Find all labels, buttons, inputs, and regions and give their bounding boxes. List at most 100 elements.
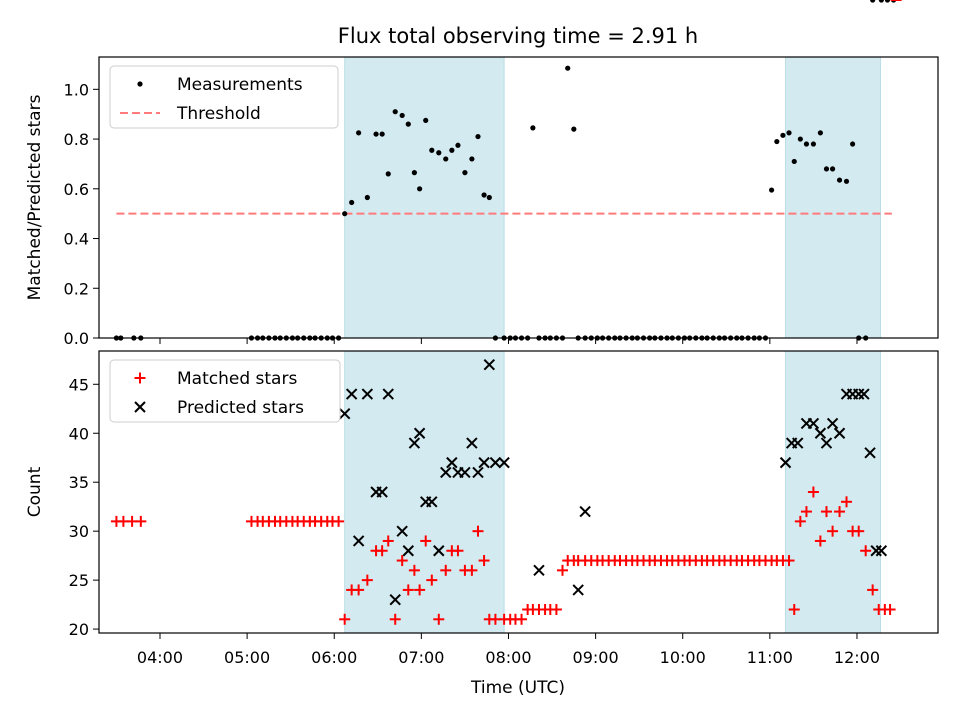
matched-star-point (396, 555, 408, 567)
measurement-point (411, 170, 417, 176)
y-tick-label: 0.6 (64, 180, 89, 199)
predicted-star-point (376, 486, 388, 498)
predicted-star-point (833, 427, 846, 439)
axes-frame (98, 350, 939, 634)
y-tick-label: 30 (69, 522, 89, 541)
y-tick-label: 20 (69, 620, 89, 639)
x-tick-label: 07:00 (398, 648, 444, 667)
x-tick-label: 05:00 (224, 648, 270, 667)
measurement-point (878, 0, 884, 3)
matched-star-point (353, 584, 365, 596)
predicted-star-point (352, 535, 365, 547)
measurement-point (475, 133, 481, 140)
matched-star-point (376, 545, 388, 557)
predicted-star-point (572, 584, 584, 596)
measurement-point (443, 156, 449, 162)
measurement-point (565, 65, 571, 71)
predicted-star-point (875, 545, 888, 557)
measurement-point (870, 0, 876, 3)
measurement-point (481, 192, 487, 198)
legend-label: Matched stars (177, 369, 297, 389)
y-axis-label: Matched/Predicted stars (25, 94, 45, 300)
predicted-star-point (864, 447, 876, 459)
measurement-point (405, 121, 411, 127)
y-tick-label: 0.2 (64, 279, 89, 298)
predicted-star-point (826, 417, 839, 430)
legend-label: Threshold (176, 104, 261, 124)
chart-title: Flux total observing time = 2.91 h (338, 24, 698, 48)
measurement-point (349, 199, 355, 206)
y-tick-label: 0.0 (64, 329, 89, 348)
measurement-point (884, 0, 891, 3)
y-tick-label: 25 (69, 571, 89, 590)
matched-star-point (794, 515, 806, 527)
predicted-star-point (478, 456, 490, 469)
observing-window-shade (785, 351, 881, 633)
measurement-point (399, 112, 405, 119)
measurement-point (385, 171, 391, 177)
measurement-point (429, 147, 435, 153)
matched-star-point (414, 584, 426, 596)
x-tick-label: 10:00 (660, 648, 706, 667)
predicted-star-point (853, 388, 865, 400)
matched-star-point (440, 564, 452, 576)
measurement-point (803, 141, 810, 147)
matched-star-point (827, 525, 839, 537)
x-axis-label: Time (UTC) (470, 678, 565, 698)
x-tick-label: 06:00 (311, 648, 357, 667)
matched-star-point (420, 535, 432, 547)
legend-dot-marker (137, 81, 143, 87)
legend: Matched stars Predicted stars (109, 359, 341, 423)
measurement-point (768, 187, 775, 193)
legend-box (109, 359, 341, 423)
predicted-star-point (426, 496, 438, 508)
matched-star-point (135, 515, 147, 527)
matched-star-point (426, 574, 438, 586)
predicted-star-point (472, 466, 484, 479)
measurement-point (780, 132, 786, 138)
x-tick-label: 11:00 (747, 648, 793, 667)
predicted-star-point (345, 388, 358, 400)
matched-star-point (841, 496, 853, 508)
x-tick-label: 08:00 (485, 648, 531, 667)
measurement-point (342, 211, 348, 217)
observing-window-shade (344, 57, 505, 338)
x-tick-label: 09:00 (573, 648, 619, 667)
measurement-point (797, 136, 803, 142)
axes-frame (98, 56, 939, 339)
predicted-star-point (533, 564, 545, 577)
legend-box (109, 65, 339, 129)
matched-star-point (834, 506, 846, 518)
predicted-star-point (779, 456, 792, 469)
matched-star-point (788, 604, 800, 615)
predicted-star-point (792, 437, 804, 449)
predicted-star-point (498, 456, 510, 469)
measurement-point (829, 166, 836, 172)
predicted-star-point (858, 388, 870, 400)
predicted-star-point (446, 456, 458, 469)
measurement-point (486, 194, 492, 201)
bottom-panel-counts: 20 25 30 35 40 45 04:00 05:00 06:00 07:00 08:00 09:… (25, 0, 939, 667)
predicted-star-point (466, 437, 478, 449)
matched-star-point (361, 574, 373, 586)
predicted-star-point (389, 594, 401, 606)
legend-label: Predicted stars (177, 398, 304, 418)
matched-star-point (853, 525, 865, 537)
measurement-point (364, 194, 370, 201)
predicted-star-point (338, 407, 351, 420)
matched-star-point (860, 545, 872, 557)
legend: Measurements Threshold (109, 65, 339, 129)
measurement-point (462, 170, 468, 176)
predicted-star-point (408, 437, 421, 449)
y-tick-label: 35 (69, 473, 89, 492)
legend-plus-marker (134, 372, 146, 384)
predicted-star-point (433, 545, 445, 557)
measurement-point (392, 109, 398, 115)
observing-window-shade (785, 57, 881, 338)
x-tick-label: 12:00 (834, 648, 880, 667)
x-tick-label: 04:00 (137, 648, 183, 667)
measurement-point (836, 177, 843, 183)
matched-star-point (884, 604, 896, 615)
measurement-point (786, 130, 792, 136)
